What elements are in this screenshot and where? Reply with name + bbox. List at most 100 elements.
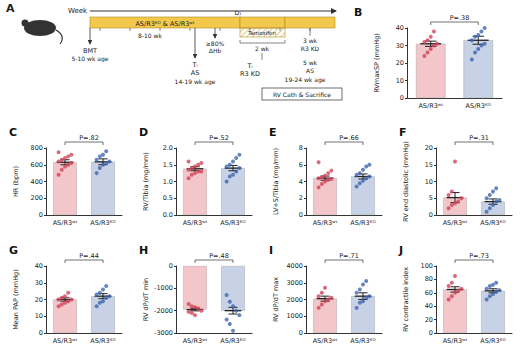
svg-text:AS/R3ʷᵗ: AS/R3ʷᵗ (443, 219, 468, 227)
svg-text:P=.82: P=.82 (79, 134, 99, 142)
svg-text:-1000: -1000 (154, 284, 173, 292)
svg-text:AS/R3ʷᵗ: AS/R3ʷᵗ (418, 102, 443, 110)
svg-text:0: 0 (169, 262, 173, 270)
svg-text:AS/R3ᴷᴼ: AS/R3ᴷᴼ (466, 102, 491, 110)
svg-text:D₁: D₁ (234, 9, 242, 16)
svg-text:20: 20 (425, 144, 433, 152)
svg-text:80: 80 (425, 275, 433, 283)
svg-text:6: 6 (299, 161, 303, 169)
svg-text:Mean PAP (mmHg): Mean PAP (mmHg) (12, 269, 20, 329)
svg-text:AS/R3ʷᵗ: AS/R3ʷᵗ (313, 219, 338, 227)
svg-text:RVmaxSP (mmHg): RVmaxSP (mmHg) (373, 33, 381, 93)
svg-text:G: G (9, 244, 18, 257)
svg-text:2: 2 (299, 194, 303, 202)
svg-text:RV dP/dT min: RV dP/dT min (142, 278, 150, 321)
svg-text:RV dP/dT max: RV dP/dT max (272, 277, 280, 322)
svg-text:5: 5 (429, 194, 433, 202)
svg-text:1.0: 1.0 (163, 178, 173, 186)
svg-text:P=.44: P=.44 (79, 252, 99, 260)
svg-text:3 wk: 3 wk (303, 37, 318, 44)
svg-text:AS/R3ʷᵗ: AS/R3ʷᵗ (183, 337, 208, 345)
svg-text:40: 40 (35, 262, 43, 270)
svg-text:I: I (269, 244, 273, 257)
svg-text:2000: 2000 (286, 296, 303, 304)
svg-text:0.5: 0.5 (163, 194, 173, 202)
svg-text:P=.73: P=.73 (469, 252, 489, 260)
svg-text:R3 KD: R3 KD (301, 45, 320, 52)
svg-text:AS/R3ʷᵗ: AS/R3ʷᵗ (183, 219, 208, 227)
svg-text:AS/R3ᴷᴼ: AS/R3ᴷᴼ (220, 337, 245, 345)
svg-text:3000: 3000 (286, 279, 303, 287)
svg-text:H: H (139, 244, 148, 257)
svg-text:30: 30 (396, 42, 404, 50)
svg-text:AS/R3ʷᵗ: AS/R3ʷᵗ (53, 337, 78, 345)
svg-text:AS/R3ᴷᴼ: AS/R3ᴷᴼ (90, 337, 115, 345)
svg-text:20: 20 (35, 296, 43, 304)
svg-text:400: 400 (31, 178, 43, 186)
svg-text:Tamoxifen: Tamoxifen (247, 30, 276, 36)
svg-text:LV+S/Tibia (mg/mm): LV+S/Tibia (mg/mm) (272, 148, 280, 215)
svg-text:4000: 4000 (286, 262, 303, 270)
svg-text:2 wk: 2 wk (255, 45, 270, 52)
svg-text:4: 4 (299, 178, 303, 186)
svg-text:20: 20 (396, 59, 404, 67)
svg-text:8-10 wk: 8-10 wk (138, 32, 162, 39)
svg-text:14-19 wk age: 14-19 wk age (175, 78, 216, 86)
svg-text:RV/Tibia (mg/mm): RV/Tibia (mg/mm) (142, 152, 150, 211)
svg-text:0: 0 (400, 94, 404, 102)
svg-text:40: 40 (396, 24, 404, 32)
svg-text:5-10 wk age: 5-10 wk age (72, 55, 109, 63)
svg-text:Tᵢ: Tᵢ (191, 61, 197, 69)
svg-text:P=.48: P=.48 (209, 252, 229, 260)
svg-text:AS/R3ᴷᴼ & AS/R3ʷᵗ: AS/R3ᴷᴼ & AS/R3ʷᵗ (135, 20, 194, 28)
svg-text:AS: AS (306, 67, 314, 74)
svg-text:0.0: 0.0 (163, 211, 173, 219)
svg-text:8: 8 (299, 144, 303, 152)
svg-text:RV end diastolic (mmHg): RV end diastolic (mmHg) (402, 141, 410, 222)
svg-text:RV contractile index: RV contractile index (402, 267, 410, 332)
svg-text:1000: 1000 (286, 312, 303, 320)
svg-text:HR (bpm): HR (bpm) (12, 166, 20, 197)
svg-text:AS/R3ᴷᴼ: AS/R3ᴷᴼ (350, 219, 375, 227)
svg-text:B: B (354, 6, 362, 19)
svg-text:E: E (269, 126, 277, 139)
svg-text:0: 0 (299, 211, 303, 219)
svg-text:100: 100 (421, 262, 433, 270)
svg-text:19-24 wk age: 19-24 wk age (285, 76, 326, 84)
svg-text:30: 30 (35, 279, 43, 287)
svg-text:10: 10 (396, 77, 404, 85)
svg-text:ΔHb: ΔHb (209, 47, 222, 54)
svg-text:P=.31: P=.31 (469, 134, 489, 142)
svg-text:0: 0 (429, 329, 433, 337)
svg-text:-2000: -2000 (154, 307, 173, 315)
svg-text:P=.52: P=.52 (209, 134, 229, 142)
svg-text:BMT: BMT (83, 47, 97, 55)
svg-text:AS/R3ʷᵗ: AS/R3ʷᵗ (443, 337, 468, 345)
svg-text:200: 200 (31, 194, 43, 202)
svg-text:-3000: -3000 (154, 329, 173, 337)
svg-text:J: J (398, 244, 403, 257)
svg-text:R3 KD: R3 KD (240, 70, 260, 78)
svg-text:C: C (9, 126, 17, 139)
svg-text:1.5: 1.5 (163, 161, 173, 169)
svg-text:P=.38: P=.38 (450, 14, 470, 22)
svg-text:P=.71: P=.71 (339, 252, 359, 260)
svg-text:A: A (6, 2, 15, 15)
svg-text:Week: Week (68, 7, 88, 15)
svg-text:D: D (139, 126, 148, 139)
svg-text:0: 0 (429, 211, 433, 219)
svg-text:5 wk: 5 wk (303, 59, 318, 66)
svg-text:AS/R3ᴷᴼ: AS/R3ᴷᴼ (480, 337, 505, 345)
svg-text:600: 600 (31, 161, 43, 169)
svg-text:AS/R3ʷᵗ: AS/R3ʷᵗ (53, 219, 78, 227)
svg-text:≥80%: ≥80% (206, 40, 225, 47)
svg-text:AS/R3ᴷᴼ: AS/R3ᴷᴼ (350, 337, 375, 345)
svg-text:AS: AS (191, 69, 200, 77)
svg-text:800: 800 (31, 144, 43, 152)
svg-text:0: 0 (299, 329, 303, 337)
svg-text:60: 60 (425, 289, 433, 297)
svg-text:2.0: 2.0 (163, 144, 173, 152)
svg-text:AS/R3ᴷᴼ: AS/R3ᴷᴼ (480, 219, 505, 227)
svg-text:Tᵢ: Tᵢ (246, 62, 252, 70)
svg-text:RV Cath & Sacrifice: RV Cath & Sacrifice (273, 91, 331, 98)
